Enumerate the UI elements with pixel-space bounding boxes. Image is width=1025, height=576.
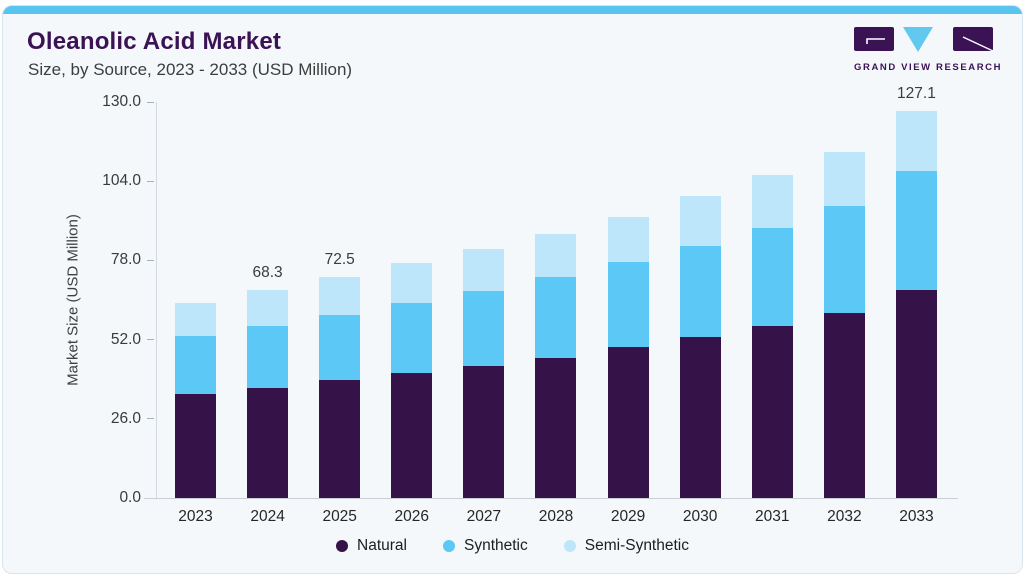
bar-2032: 2032 — [823, 102, 865, 525]
gvr-logo: GRAND VIEW RESEARCH — [854, 27, 1003, 73]
bar-segment-synthetic — [175, 336, 216, 394]
bar-segment-natural — [535, 357, 577, 498]
x-axis-label: 2023 — [178, 508, 213, 525]
legend-item-synthetic: Synthetic — [442, 537, 528, 555]
bar-2029: 2029 — [607, 102, 649, 525]
y-axis-tick: 130.0 — [102, 92, 154, 112]
bar-segment-natural — [751, 325, 793, 498]
y-axis-tick-mark — [147, 339, 154, 341]
bar-2033: 127.1 2033 — [895, 85, 937, 525]
bar-segment-synthetic — [463, 291, 505, 366]
y-axis-tick: 52.0 — [111, 330, 154, 350]
bar-segment-natural — [895, 289, 937, 498]
legend-dot-semi-synthetic — [563, 540, 576, 552]
bars-container: 2023 68.3 2024 72.5 2025 2026 2027 2028 2029 2030… — [157, 85, 942, 525]
bar-2025: 72.5 2025 — [319, 102, 361, 525]
bar-2031: 2031 — [751, 102, 793, 525]
x-axis-label: 2032 — [827, 508, 862, 525]
bar-segment-semi-synthetic — [391, 263, 433, 304]
y-axis-tick-label: 104.0 — [102, 172, 141, 190]
bar-2027: 2027 — [463, 102, 505, 525]
x-axis-label: 2030 — [682, 508, 718, 525]
bar-segment-semi-synthetic — [247, 289, 289, 326]
y-axis-tick-mark — [147, 180, 154, 182]
gvr-logo-text: GRAND VIEW RESEARCH — [854, 62, 1003, 73]
x-axis-label: 2025 — [322, 508, 357, 525]
bar-segment-synthetic — [391, 303, 433, 374]
plot-area: 2023 68.3 2024 72.5 2025 2026 2027 2028 2029 2030… — [156, 85, 942, 525]
bar-segment-natural — [175, 393, 216, 498]
bar-segment-semi-synthetic — [175, 302, 216, 337]
bar-segment-synthetic — [607, 261, 649, 348]
legend-label: Natural — [357, 537, 407, 554]
bar-segment-natural — [247, 388, 289, 498]
x-axis-label: 2029 — [610, 508, 646, 525]
bar-segment-synthetic — [535, 277, 577, 358]
bar-2026: 2026 — [391, 102, 433, 525]
bar-segment-natural — [823, 312, 865, 498]
y-axis-tick-label: 78.0 — [110, 251, 141, 269]
bar-2030: 2030 — [679, 102, 721, 525]
bar-segment-natural — [391, 373, 433, 498]
page-subtitle: Size, by Source, 2023 - 2033 (USD Millio… — [28, 60, 353, 79]
legend-dot-natural — [336, 540, 349, 552]
x-axis-label: 2027 — [466, 508, 502, 525]
bar-value-label: 68.3 — [252, 263, 283, 281]
y-axis-tick: 78.0 — [111, 250, 154, 270]
legend-label: Synthetic — [463, 537, 528, 554]
y-axis-tick-label: 0.0 — [119, 489, 141, 506]
bar-segment-semi-synthetic — [751, 174, 793, 228]
x-axis-label: 2031 — [755, 508, 790, 525]
x-axis-label: 2024 — [250, 508, 285, 525]
bar-segment-synthetic — [247, 325, 289, 389]
bar-segment-semi-synthetic — [319, 277, 361, 315]
bar-segment-synthetic — [751, 227, 793, 326]
bar-segment-semi-synthetic — [463, 249, 505, 292]
bar-segment-semi-synthetic — [823, 151, 865, 206]
bar-segment-synthetic — [823, 205, 865, 313]
bar-segment-semi-synthetic — [679, 195, 721, 246]
y-axis-tick: 104.0 — [102, 171, 154, 191]
page-title: Oleanolic Acid Market — [27, 28, 282, 55]
bar-value-label: 72.5 — [324, 251, 355, 269]
bar-2028: 2028 — [535, 102, 577, 525]
bar-segment-natural — [607, 347, 649, 498]
legend-label: Semi-Synthetic — [584, 537, 689, 554]
chart-card: Oleanolic Acid Market Size, by Source, 2… — [2, 5, 1023, 574]
bar-2023: 2023 — [175, 102, 216, 525]
bar-segment-semi-synthetic — [607, 216, 649, 262]
legend: Natural Synthetic Semi-Synthetic — [3, 537, 1022, 555]
bar-segment-natural — [319, 380, 361, 498]
bar-segment-natural — [679, 337, 721, 498]
bar-2024: 68.3 2024 — [247, 102, 289, 525]
bar-value-label: 127.1 — [897, 84, 936, 102]
bar-segment-synthetic — [679, 245, 721, 338]
y-axis-tick-mark — [147, 259, 154, 261]
bar-segment-synthetic — [895, 171, 937, 290]
x-axis-label: 2026 — [394, 508, 430, 525]
y-axis-tick-label: 26.0 — [110, 409, 141, 427]
y-axis-tick: 26.0 — [111, 409, 154, 429]
accent-strip — [3, 6, 1022, 14]
x-axis-line — [144, 498, 958, 499]
y-axis-tick-label: 130.0 — [102, 93, 141, 110]
legend-dot-synthetic — [442, 540, 455, 552]
legend-item-semi-synthetic: Semi-Synthetic — [563, 537, 689, 555]
y-axis-tick-label: 52.0 — [110, 330, 141, 348]
y-axis-ticks: 130.0 104.0 78.0 52.0 26.0 0.0 — [3, 93, 154, 506]
bar-segment-synthetic — [319, 314, 361, 381]
gvr-logo-mark-icon — [854, 27, 994, 52]
y-axis-tick-mark — [147, 418, 154, 420]
bar-segment-semi-synthetic — [535, 234, 577, 278]
bar-segment-natural — [463, 365, 505, 498]
bar-segment-semi-synthetic — [895, 110, 937, 172]
y-axis-tick-mark — [147, 101, 154, 103]
x-axis-label: 2033 — [899, 508, 934, 525]
x-axis-label: 2028 — [538, 508, 574, 525]
legend-item-natural: Natural — [336, 537, 407, 555]
